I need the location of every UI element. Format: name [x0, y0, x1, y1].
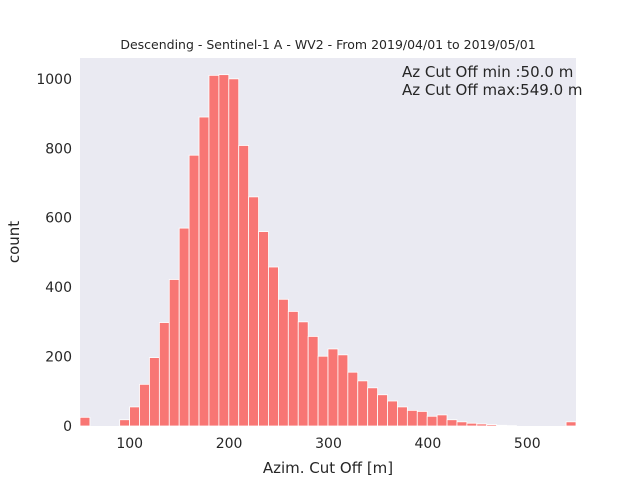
histogram-bar: [437, 415, 447, 426]
histogram-bar: [229, 79, 239, 426]
histogram-bar: [487, 425, 497, 426]
x-tick-label: 300: [315, 436, 342, 452]
histogram-bar: [457, 422, 467, 426]
histogram-bar: [219, 75, 229, 426]
histogram-bar: [120, 420, 130, 426]
histogram-bar: [348, 372, 358, 426]
histogram-bar: [169, 279, 179, 426]
histogram-bar: [179, 228, 189, 426]
x-tick-label: 500: [514, 436, 541, 452]
histogram-bar: [338, 355, 348, 426]
histogram-bar: [130, 407, 140, 426]
histogram-bar: [209, 75, 219, 426]
histogram-bar: [397, 407, 407, 426]
histogram-bar: [318, 356, 328, 426]
y-tick-label: 0: [63, 419, 72, 435]
histogram-bar: [268, 267, 278, 426]
histogram-bar: [407, 410, 417, 426]
histogram-bar: [159, 323, 169, 426]
histogram-bar: [278, 299, 288, 426]
histogram-bar: [388, 401, 398, 426]
histogram-bar: [249, 197, 259, 426]
annotation-min: Az Cut Off min :50.0 m: [402, 63, 573, 81]
x-tick-label: 100: [116, 436, 143, 452]
x-tick-label: 200: [216, 436, 243, 452]
histogram-bar: [566, 422, 576, 426]
chart-title: Descending - Sentinel-1 A - WV2 - From 2…: [120, 37, 535, 52]
x-axis-label: Azim. Cut Off [m]: [263, 459, 393, 477]
histogram-bar: [368, 388, 378, 426]
histogram-bar: [497, 425, 507, 426]
y-ticks: 0 200 400 600 800 1000: [36, 72, 72, 435]
histogram-bar: [298, 322, 308, 426]
y-axis-label: count: [5, 221, 23, 263]
y-tick-label: 800: [45, 141, 72, 157]
histogram-bar: [288, 311, 298, 426]
histogram-bar: [239, 145, 249, 426]
histogram-bar: [140, 384, 150, 426]
histogram-bar: [378, 395, 388, 426]
histogram-bar: [358, 381, 368, 426]
histogram-bar: [328, 349, 338, 426]
histogram-bar: [199, 117, 209, 426]
histogram-bar: [189, 155, 199, 426]
histogram-bar: [308, 336, 318, 426]
histogram-bar: [447, 420, 457, 426]
histogram-bar: [427, 416, 437, 426]
histogram-bar: [467, 423, 477, 426]
histogram-bar: [417, 411, 427, 426]
x-ticks: 100 200 300 400 500: [116, 436, 540, 452]
histogram-bar: [259, 232, 269, 426]
histogram-bar: [477, 424, 487, 426]
annotation-max: Az Cut Off max:549.0 m: [402, 81, 583, 99]
y-tick-label: 200: [45, 350, 72, 366]
histogram-bar: [149, 358, 159, 426]
y-tick-label: 1000: [36, 72, 72, 88]
x-tick-label: 400: [415, 436, 442, 452]
y-tick-label: 600: [45, 211, 72, 227]
y-tick-label: 400: [45, 280, 72, 296]
histogram-bar: [80, 417, 90, 426]
